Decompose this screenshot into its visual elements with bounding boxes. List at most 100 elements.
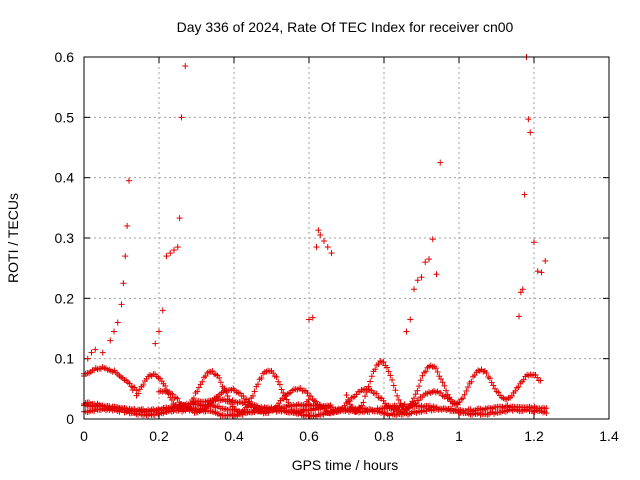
data-point xyxy=(226,397,233,404)
data-point xyxy=(111,328,117,335)
data-point xyxy=(463,387,470,394)
data-point xyxy=(392,387,399,394)
data-point xyxy=(414,277,421,284)
data-point xyxy=(159,307,166,314)
tick-labels: 0 0.2 0.4 0.6 0.8 1 1.2 1.4 0 0.1 0.2 0.3 0.4 0.5 0.6 xyxy=(55,49,619,444)
data-point xyxy=(448,396,455,403)
data-point xyxy=(508,392,515,399)
data-point xyxy=(415,397,422,404)
data-point xyxy=(433,271,440,278)
data-point xyxy=(538,269,545,276)
x-tick-label: 1.4 xyxy=(599,428,619,444)
y-tick-label: 0.1 xyxy=(55,351,75,367)
y-tick-label: 0 xyxy=(66,411,74,427)
data-point xyxy=(168,396,175,403)
data-point xyxy=(195,384,202,391)
data-point xyxy=(384,364,390,371)
y-tick-label: 0.2 xyxy=(55,290,75,306)
data-point xyxy=(417,377,424,384)
plot-frame xyxy=(83,56,610,420)
data-point xyxy=(367,378,374,385)
data-point xyxy=(432,365,439,372)
data-point xyxy=(140,381,147,388)
data-point xyxy=(363,389,370,396)
data-point xyxy=(224,392,231,399)
data-point xyxy=(276,381,283,388)
data-point xyxy=(394,392,401,399)
data-point xyxy=(414,387,421,394)
data-point xyxy=(324,244,331,251)
data-point xyxy=(124,222,131,229)
data-point xyxy=(483,369,490,376)
data-point xyxy=(190,395,197,402)
x-tick-label: 0 xyxy=(80,428,88,444)
data-point xyxy=(542,257,549,264)
data-point xyxy=(468,378,475,385)
data-point xyxy=(99,349,106,356)
data-point xyxy=(362,393,369,400)
data-point xyxy=(202,373,209,380)
data-point xyxy=(490,382,497,389)
data-point xyxy=(287,403,294,410)
data-point xyxy=(163,253,170,260)
data-point xyxy=(273,373,280,380)
data-point xyxy=(216,374,223,381)
data-point xyxy=(387,372,394,379)
data-point xyxy=(416,383,423,390)
data-point xyxy=(521,191,528,198)
grid-lines xyxy=(84,57,609,419)
data-point xyxy=(380,359,387,366)
data-point xyxy=(368,373,375,380)
data-point xyxy=(156,328,162,335)
data-point xyxy=(176,215,183,222)
data-point xyxy=(411,395,417,402)
data-point xyxy=(365,383,372,390)
data-point xyxy=(126,177,132,184)
data-point xyxy=(543,405,550,412)
data-point xyxy=(461,391,468,398)
y-tick-label: 0.3 xyxy=(55,230,75,246)
data-point xyxy=(517,289,524,296)
data-point xyxy=(240,392,247,399)
data-point xyxy=(372,366,379,373)
data-point xyxy=(135,390,142,397)
data-point xyxy=(495,389,502,396)
data-point xyxy=(418,274,425,281)
data-point xyxy=(302,402,309,409)
data-point xyxy=(165,390,172,397)
data-point xyxy=(283,396,290,403)
data-point xyxy=(441,382,448,389)
x-tick-label: 0.8 xyxy=(374,428,394,444)
data-point xyxy=(429,236,436,243)
data-point xyxy=(327,402,334,409)
data-point xyxy=(306,316,312,323)
data-point xyxy=(258,374,265,381)
data-point xyxy=(412,391,419,398)
data-point xyxy=(443,387,450,394)
data-point xyxy=(285,399,292,406)
data-point xyxy=(390,382,397,389)
data-point xyxy=(251,388,258,395)
data-point xyxy=(315,227,322,234)
data-point xyxy=(426,256,432,263)
data-point xyxy=(203,405,210,412)
data-point xyxy=(92,346,99,353)
data-point xyxy=(409,398,416,405)
data-point xyxy=(519,286,526,293)
data-point xyxy=(520,376,527,383)
data-point xyxy=(321,238,327,245)
data-point xyxy=(395,396,402,403)
data-point xyxy=(515,383,522,390)
data-point xyxy=(385,368,392,375)
data-point xyxy=(313,244,320,251)
data-point xyxy=(133,387,140,394)
data-point xyxy=(465,384,471,391)
data-point xyxy=(229,403,236,410)
data-point xyxy=(486,375,493,382)
data-point xyxy=(255,381,261,388)
data-point xyxy=(118,301,125,308)
y-tick-label: 0.6 xyxy=(55,49,75,65)
data-point xyxy=(422,259,429,266)
chart-title: Day 336 of 2024, Rate Of TEC Index for r… xyxy=(177,19,514,35)
